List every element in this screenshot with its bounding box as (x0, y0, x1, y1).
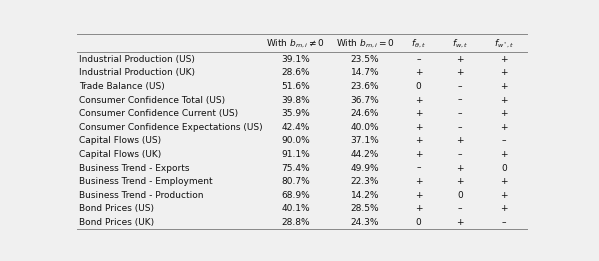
Text: 80.7%: 80.7% (281, 177, 310, 186)
Text: 91.1%: 91.1% (281, 150, 310, 159)
Text: –: – (458, 123, 462, 132)
Text: +: + (501, 123, 508, 132)
Text: +: + (501, 204, 508, 213)
Text: 22.3%: 22.3% (351, 177, 379, 186)
Text: +: + (501, 82, 508, 91)
Text: +: + (415, 123, 422, 132)
Text: +: + (456, 177, 464, 186)
Text: –: – (416, 55, 420, 64)
Text: +: + (501, 55, 508, 64)
Text: 24.6%: 24.6% (351, 109, 379, 118)
Text: 35.9%: 35.9% (281, 109, 310, 118)
Text: Industrial Production (UK): Industrial Production (UK) (79, 68, 195, 77)
Text: 28.6%: 28.6% (281, 68, 310, 77)
Text: Industrial Production (US): Industrial Production (US) (79, 55, 195, 64)
Text: 51.6%: 51.6% (281, 82, 310, 91)
Text: –: – (458, 109, 462, 118)
Text: –: – (458, 96, 462, 105)
Text: 68.9%: 68.9% (281, 191, 310, 200)
Text: +: + (456, 136, 464, 145)
Text: –: – (458, 150, 462, 159)
Text: +: + (415, 68, 422, 77)
Text: 0: 0 (416, 218, 421, 227)
Text: +: + (501, 96, 508, 105)
Text: 40.0%: 40.0% (350, 123, 379, 132)
Text: With $b_{m,i} = 0$: With $b_{m,i} = 0$ (335, 37, 394, 50)
Text: +: + (456, 55, 464, 64)
Text: 39.1%: 39.1% (281, 55, 310, 64)
Text: +: + (415, 136, 422, 145)
Text: 0: 0 (457, 191, 463, 200)
Text: +: + (456, 218, 464, 227)
Text: +: + (456, 164, 464, 173)
Text: 90.0%: 90.0% (281, 136, 310, 145)
Text: 44.2%: 44.2% (351, 150, 379, 159)
Text: +: + (501, 150, 508, 159)
Text: +: + (415, 177, 422, 186)
Text: +: + (415, 109, 422, 118)
Text: Consumer Confidence Total (US): Consumer Confidence Total (US) (79, 96, 225, 105)
Text: Consumer Confidence Current (US): Consumer Confidence Current (US) (79, 109, 238, 118)
Text: Business Trend - Production: Business Trend - Production (79, 191, 204, 200)
Text: +: + (415, 150, 422, 159)
Text: Business Trend - Employment: Business Trend - Employment (79, 177, 213, 186)
Text: 40.1%: 40.1% (281, 204, 310, 213)
Text: 37.1%: 37.1% (350, 136, 379, 145)
Text: –: – (502, 218, 507, 227)
Text: 39.8%: 39.8% (281, 96, 310, 105)
Text: Bond Prices (US): Bond Prices (US) (79, 204, 154, 213)
Text: 24.3%: 24.3% (351, 218, 379, 227)
Text: 42.4%: 42.4% (281, 123, 310, 132)
Text: +: + (415, 204, 422, 213)
Text: With $b_{m,i} \neq 0$: With $b_{m,i} \neq 0$ (266, 37, 325, 50)
Text: 0: 0 (416, 82, 421, 91)
Text: Consumer Confidence Expectations (US): Consumer Confidence Expectations (US) (79, 123, 263, 132)
Text: $f_{w^*,t}$: $f_{w^*,t}$ (494, 37, 515, 50)
Text: –: – (458, 204, 462, 213)
Text: 14.7%: 14.7% (350, 68, 379, 77)
Text: 0: 0 (501, 164, 507, 173)
Text: 28.8%: 28.8% (281, 218, 310, 227)
Text: +: + (501, 109, 508, 118)
Text: 75.4%: 75.4% (281, 164, 310, 173)
Text: +: + (501, 191, 508, 200)
Text: +: + (415, 191, 422, 200)
Text: 23.6%: 23.6% (350, 82, 379, 91)
Text: 23.5%: 23.5% (350, 55, 379, 64)
Text: –: – (458, 82, 462, 91)
Text: –: – (502, 136, 507, 145)
Text: +: + (501, 177, 508, 186)
Text: Capital Flows (UK): Capital Flows (UK) (79, 150, 161, 159)
Text: Capital Flows (US): Capital Flows (US) (79, 136, 161, 145)
Text: 49.9%: 49.9% (350, 164, 379, 173)
Text: 14.2%: 14.2% (351, 191, 379, 200)
Text: Bond Prices (UK): Bond Prices (UK) (79, 218, 154, 227)
Text: Trade Balance (US): Trade Balance (US) (79, 82, 165, 91)
Text: $f_{w,t}$: $f_{w,t}$ (452, 37, 468, 50)
Text: +: + (456, 68, 464, 77)
Text: +: + (415, 96, 422, 105)
Text: Business Trend - Exports: Business Trend - Exports (79, 164, 189, 173)
Text: 28.5%: 28.5% (350, 204, 379, 213)
Text: +: + (501, 68, 508, 77)
Text: $f_{\theta,t}$: $f_{\theta,t}$ (411, 37, 426, 50)
Text: 36.7%: 36.7% (350, 96, 379, 105)
Text: –: – (416, 164, 420, 173)
